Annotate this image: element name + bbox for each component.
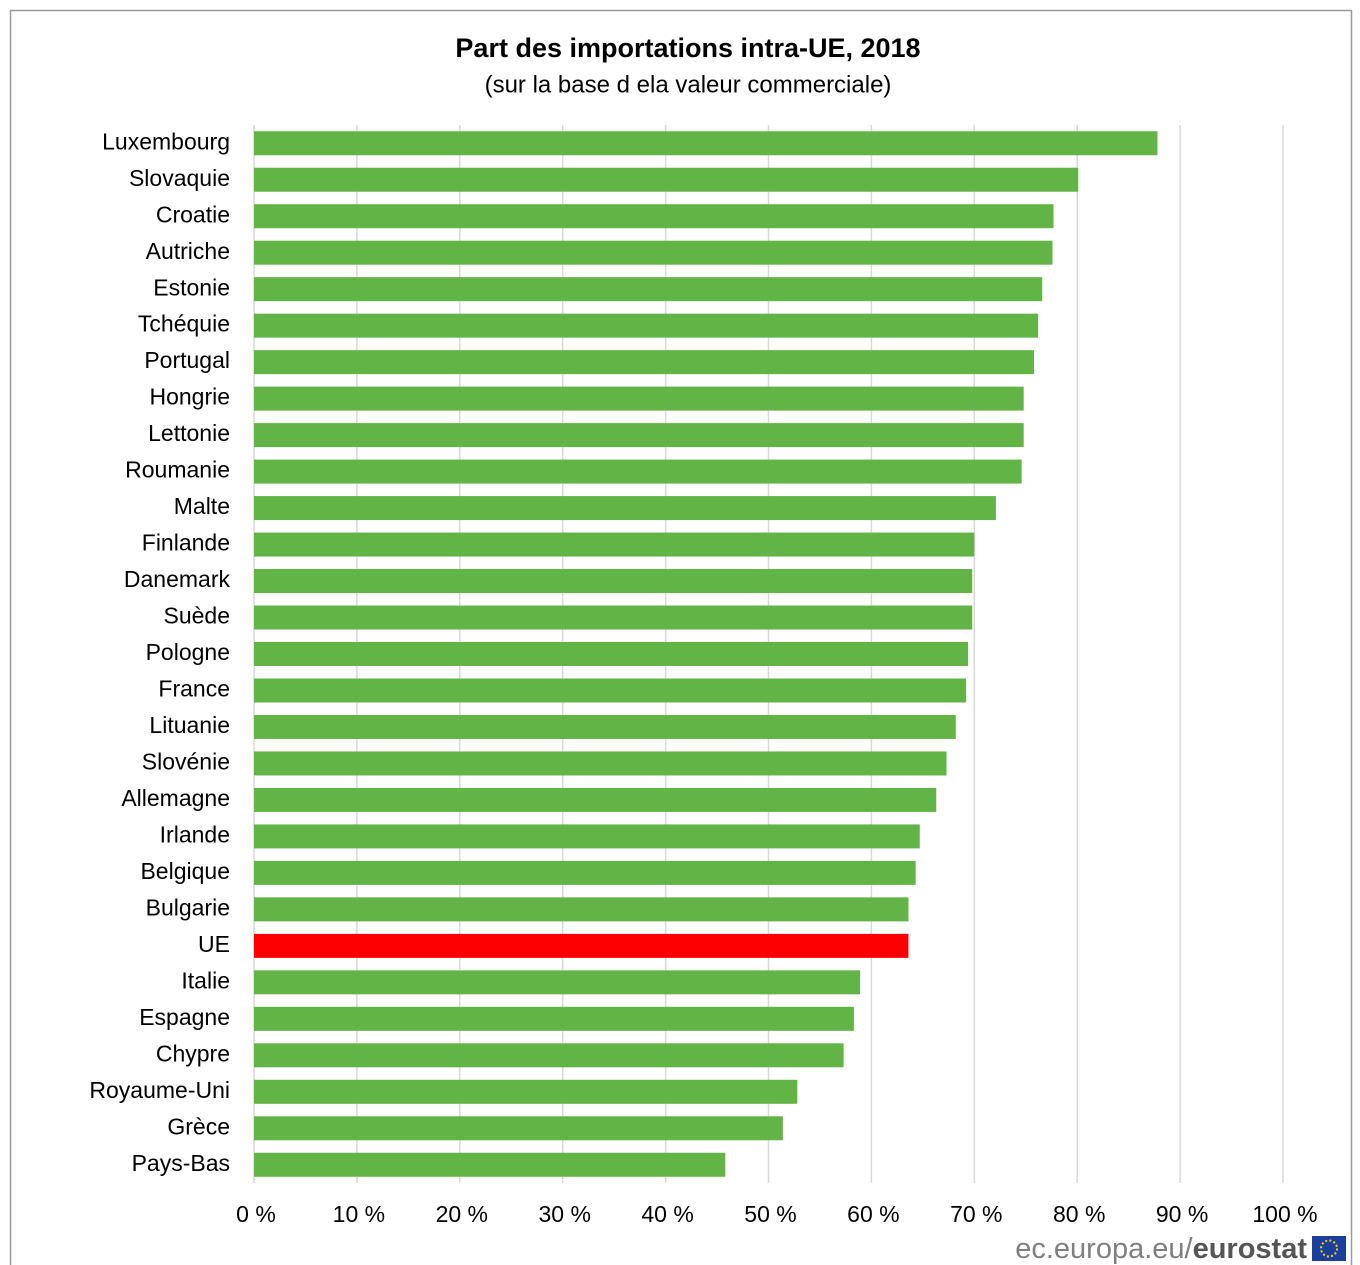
x-tick-label: 50 % [744,1201,796,1227]
source: ec.europa.eu/eurostat [1015,1233,1307,1265]
x-tick-label: 70 % [950,1201,1002,1227]
y-tick-label: Hongrie [149,384,230,410]
y-tick-label: Estonie [153,274,230,300]
y-tick-label: Pays-Bas [132,1150,230,1176]
bar [254,642,969,666]
y-tick-label: France [158,676,230,702]
bar [254,459,1022,484]
y-tick-label: Irlande [160,821,230,847]
bar [254,1116,783,1141]
y-tick-label: Luxembourg [102,128,230,154]
bar [254,714,956,739]
y-tick-label: Lettonie [148,420,230,446]
bar [254,824,920,849]
bar [254,167,1079,192]
source-url: ec.europa.eu/ [1015,1233,1193,1265]
x-tick-label: 90 % [1156,1201,1208,1227]
bar [254,897,909,922]
x-tick-label: 40 % [641,1201,693,1227]
y-tick-label: Belgique [140,858,230,884]
bar [254,277,1043,302]
y-tick-label: Roumanie [125,457,230,483]
bar [254,423,1024,448]
x-tick-label: 10 % [333,1201,385,1227]
bar [254,787,937,812]
y-tick-label: Royaume-Uni [89,1077,230,1103]
chart-subtitle: (sur la base d ela valeur commerciale) [485,71,892,98]
eu-flag [1312,1236,1346,1261]
x-tick-label: 60 % [847,1201,899,1227]
bar [254,386,1024,411]
y-tick-label: Malte [174,493,230,519]
bar [254,751,947,776]
bar [254,933,909,958]
y-tick-label: Bulgarie [146,894,230,920]
y-tick-label: Italie [181,967,230,993]
y-tick-label: Portugal [144,347,230,373]
chart-title: Part des importations intra-UE, 2018 [455,33,920,63]
x-tick-label: 80 % [1053,1201,1105,1227]
y-tick-label: Croatie [156,201,230,227]
y-tick-label: Suède [163,603,230,629]
y-tick-label: Espagne [139,1004,230,1030]
bar [254,532,975,557]
y-tick-label: Grèce [167,1113,230,1139]
bar [254,204,1054,229]
y-tick-label: Tchéquie [138,311,230,337]
bar [254,131,1158,156]
x-tick-label: 100 % [1252,1201,1317,1227]
y-tick-label: Finlande [142,530,230,556]
bar [254,678,967,703]
y-tick-label: Lituanie [149,712,230,738]
bar [254,496,996,521]
bar [254,313,1039,338]
bar [254,970,861,995]
y-tick-label: Allemagne [121,785,230,811]
bar [254,1079,798,1104]
bar [254,240,1053,265]
bar [254,860,916,885]
bar [254,1043,844,1068]
y-tick-label: Autriche [146,238,230,264]
y-tick-label: Slovénie [142,749,230,775]
bar [254,569,973,594]
bar [254,350,1034,375]
x-tick-label: 20 % [436,1201,488,1227]
y-tick-label: Pologne [146,639,230,665]
x-tick-label: 0 % [236,1201,276,1227]
x-tick-label: 30 % [538,1201,590,1227]
bar [254,605,973,630]
y-tick-label: Danemark [124,566,231,592]
bar [254,1006,854,1031]
y-tick-label: Chypre [156,1040,230,1066]
y-tick-label: Slovaquie [129,165,230,191]
bar [254,1152,726,1177]
brand: eurostat [1193,1233,1308,1265]
y-tick-label: UE [198,931,230,957]
